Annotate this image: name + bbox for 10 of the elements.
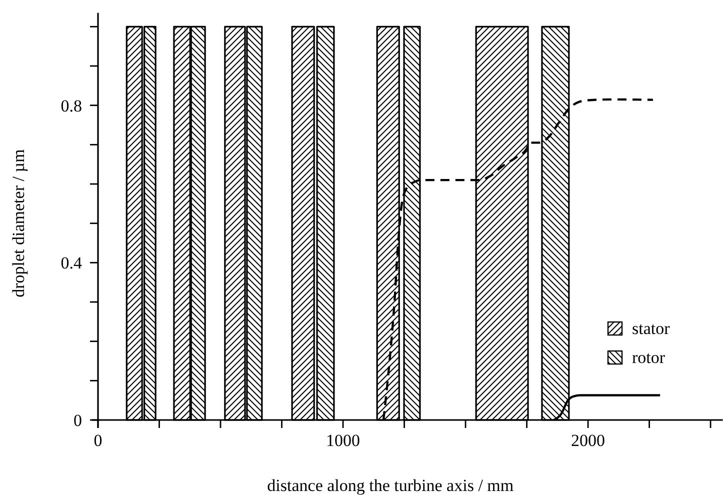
- y-axis-title: droplet diameter / µm: [9, 149, 28, 298]
- x-axis-title: distance along the turbine axis / mm: [267, 476, 514, 495]
- y-tick-label: 0.8: [60, 96, 82, 116]
- y-tick-label: 0.4: [60, 254, 82, 273]
- legend-label: rotor: [632, 348, 666, 367]
- x-tick-label: 0: [94, 431, 102, 450]
- legend-label: stator: [632, 319, 670, 338]
- x-tick-label: 1000: [326, 431, 360, 450]
- x-tick-label: 2000: [571, 431, 606, 450]
- y-tick-label: 0: [74, 411, 82, 430]
